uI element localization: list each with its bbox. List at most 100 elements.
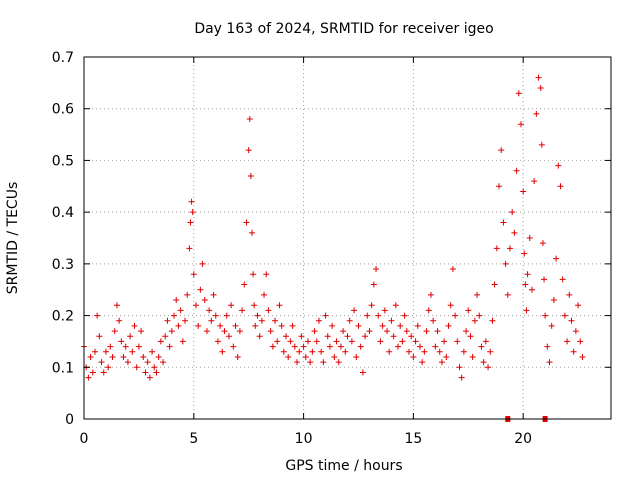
x-tick-label: 20	[514, 431, 532, 447]
data-point	[199, 260, 206, 267]
data-point	[559, 276, 566, 283]
data-point	[478, 343, 485, 350]
data-point	[331, 353, 338, 360]
data-point	[485, 364, 492, 371]
data-point	[517, 121, 524, 128]
data-point	[504, 291, 511, 298]
data-point	[405, 348, 412, 355]
data-point	[225, 333, 232, 340]
data-point	[489, 317, 496, 324]
data-point	[375, 312, 382, 319]
data-point	[124, 359, 131, 366]
data-point	[469, 353, 476, 360]
data-point	[160, 359, 167, 366]
data-point	[230, 343, 237, 350]
data-point	[522, 281, 529, 288]
data-point	[318, 348, 325, 355]
data-point	[397, 322, 404, 329]
data-point	[192, 302, 199, 309]
data-point	[309, 348, 316, 355]
y-tick-label: 0.5	[52, 153, 74, 169]
y-tick-label: 0.2	[52, 309, 74, 325]
data-point	[528, 286, 535, 293]
y-tick-label: 0.7	[52, 50, 74, 66]
data-point	[245, 147, 252, 154]
data-point	[388, 317, 395, 324]
data-point	[265, 307, 272, 314]
data-point	[153, 369, 160, 376]
grid-lines	[84, 57, 611, 419]
data-point	[456, 364, 463, 371]
data-point	[118, 338, 125, 345]
data-point	[377, 338, 384, 345]
data-point	[120, 353, 127, 360]
data-point	[151, 364, 158, 371]
data-point	[392, 302, 399, 309]
data-point	[214, 338, 221, 345]
data-point	[166, 343, 173, 350]
data-point	[85, 374, 92, 381]
data-point	[219, 348, 226, 355]
data-point	[333, 338, 340, 345]
data-point	[414, 322, 421, 329]
data-point	[203, 328, 210, 335]
data-point	[408, 333, 415, 340]
data-point	[248, 229, 255, 236]
data-point	[493, 245, 500, 252]
y-tick-label: 0.1	[52, 360, 74, 376]
data-point	[390, 333, 397, 340]
data-point	[324, 333, 331, 340]
data-point	[425, 307, 432, 314]
data-point	[541, 276, 548, 283]
data-point	[149, 348, 156, 355]
data-point	[272, 317, 279, 324]
data-point	[416, 343, 423, 350]
data-point	[520, 188, 527, 195]
data-point	[366, 328, 373, 335]
data-point	[430, 317, 437, 324]
data-point	[131, 322, 138, 329]
data-point	[526, 235, 533, 241]
data-point	[386, 348, 393, 355]
data-point	[276, 302, 283, 309]
data-point	[370, 281, 377, 288]
data-point	[348, 338, 355, 345]
data-point	[258, 317, 265, 324]
data-point	[164, 317, 171, 324]
data-point	[246, 116, 253, 123]
data-point	[482, 338, 489, 345]
data-point	[162, 333, 169, 340]
data-point	[474, 291, 481, 298]
data-point	[168, 328, 175, 335]
data-point	[116, 317, 123, 324]
data-point	[346, 317, 353, 324]
data-point	[419, 359, 426, 366]
data-point	[135, 343, 142, 350]
data-point	[111, 328, 118, 335]
y-axis-label: SRMTID / TECUs	[5, 182, 21, 295]
data-point	[410, 353, 417, 360]
data-point	[548, 322, 555, 329]
data-point	[533, 110, 540, 117]
data-point	[337, 343, 344, 350]
data-point	[217, 322, 224, 329]
data-point	[247, 172, 254, 179]
data-point	[102, 348, 109, 355]
data-point	[184, 291, 191, 298]
data-point	[173, 297, 180, 304]
data-point	[550, 297, 557, 304]
data-point	[267, 328, 274, 335]
data-point	[256, 333, 263, 340]
data-point	[557, 183, 564, 190]
data-point	[261, 291, 268, 298]
x-tick-label: 10	[295, 431, 313, 447]
data-point	[523, 307, 530, 314]
data-point	[278, 322, 285, 329]
data-point	[364, 312, 371, 319]
y-tick-label: 0.3	[52, 257, 74, 273]
data-point	[436, 348, 443, 355]
data-point	[542, 312, 549, 319]
data-point	[449, 266, 456, 273]
data-point	[243, 219, 250, 226]
